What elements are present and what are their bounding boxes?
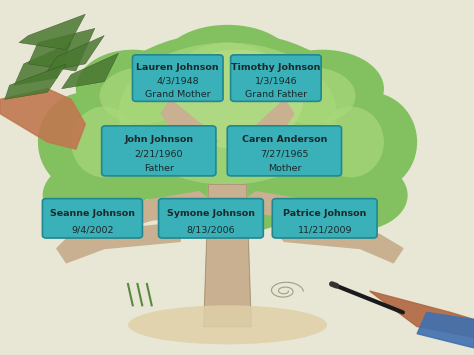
Text: Caren Anderson: Caren Anderson	[242, 135, 327, 143]
Polygon shape	[246, 192, 370, 234]
Polygon shape	[161, 99, 218, 142]
FancyBboxPatch shape	[272, 199, 377, 238]
Polygon shape	[275, 224, 403, 263]
Ellipse shape	[118, 43, 337, 185]
FancyBboxPatch shape	[230, 55, 321, 102]
Ellipse shape	[71, 106, 137, 178]
Ellipse shape	[43, 160, 147, 231]
Ellipse shape	[171, 50, 303, 149]
Ellipse shape	[38, 92, 133, 192]
Ellipse shape	[128, 305, 327, 344]
Text: 1/3/1946: 1/3/1946	[255, 76, 297, 85]
Polygon shape	[204, 185, 251, 327]
Text: Symone Johnson: Symone Johnson	[167, 209, 255, 218]
Polygon shape	[370, 291, 474, 337]
Polygon shape	[95, 192, 209, 234]
Polygon shape	[0, 89, 85, 149]
Ellipse shape	[322, 92, 417, 192]
Text: 8/13/2006: 8/13/2006	[187, 226, 235, 235]
Polygon shape	[57, 224, 180, 263]
FancyBboxPatch shape	[227, 126, 341, 176]
FancyBboxPatch shape	[158, 199, 264, 238]
Polygon shape	[417, 312, 474, 348]
Ellipse shape	[303, 160, 408, 231]
Ellipse shape	[161, 178, 294, 234]
FancyBboxPatch shape	[132, 55, 223, 102]
Polygon shape	[14, 43, 71, 85]
Polygon shape	[5, 64, 66, 99]
Text: 7/27/1965: 7/27/1965	[260, 149, 309, 158]
Text: 9/4/2002: 9/4/2002	[71, 226, 114, 235]
Ellipse shape	[161, 25, 294, 103]
Text: Seanne Johnson: Seanne Johnson	[50, 209, 135, 218]
Ellipse shape	[261, 50, 384, 128]
Text: Timothy Johnson: Timothy Johnson	[231, 63, 320, 72]
Text: 11/21/2009: 11/21/2009	[298, 226, 352, 235]
FancyBboxPatch shape	[43, 199, 142, 238]
Polygon shape	[62, 53, 118, 89]
Text: Grand Mother: Grand Mother	[145, 90, 210, 99]
Text: 4/3/1948: 4/3/1948	[156, 76, 199, 85]
Ellipse shape	[180, 43, 275, 99]
Ellipse shape	[270, 67, 356, 124]
Ellipse shape	[318, 106, 384, 178]
FancyBboxPatch shape	[102, 126, 216, 176]
Text: Mother: Mother	[268, 164, 301, 173]
Polygon shape	[47, 36, 104, 71]
Text: John Johnson: John Johnson	[124, 135, 193, 143]
Text: Lauren Johnson: Lauren Johnson	[137, 63, 219, 72]
Polygon shape	[237, 99, 294, 142]
Polygon shape	[28, 28, 95, 71]
Text: Father: Father	[144, 164, 174, 173]
Text: 2/21/1960: 2/21/1960	[135, 149, 183, 158]
Ellipse shape	[90, 32, 365, 217]
Text: Patrice Johnson: Patrice Johnson	[283, 209, 366, 218]
Polygon shape	[19, 14, 85, 50]
Ellipse shape	[100, 67, 185, 124]
Ellipse shape	[76, 50, 190, 128]
Text: Grand Father: Grand Father	[245, 90, 307, 99]
